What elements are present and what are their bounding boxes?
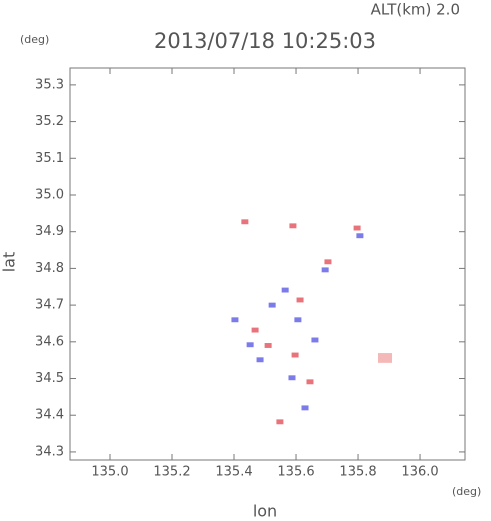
y-tick-label: 35.1 [35,151,64,166]
data-point [289,223,297,229]
x-tick-label: 135.0 [91,465,128,480]
data-point [281,287,289,293]
y-axis-label: lat [0,252,19,273]
y-tick-label: 35.3 [35,77,64,92]
data-point [296,297,304,303]
x-tick-label: 135.2 [153,465,190,480]
data-point [301,405,309,411]
data-point [321,267,329,273]
data-point [251,327,259,333]
subtitle: ALT(km) 2.0 [371,1,460,19]
data-point [276,419,284,425]
y-tick-label: 35.2 [35,114,64,129]
y-unit: (deg) [20,33,49,46]
data-point [231,317,239,323]
data-point [356,233,364,239]
x-tick-label: 135.8 [339,465,376,480]
data-point [291,352,299,358]
y-tick-label: 34.6 [35,334,64,349]
y-tick-label: 34.3 [35,444,64,459]
data-point [246,342,254,348]
y-tick-label: 34.9 [35,224,64,239]
chart-title: 2013/07/18 10:25:03 [154,29,376,53]
y-tick-label: 35.0 [35,187,64,202]
x-tick-label: 135.6 [277,465,314,480]
data-point [294,317,302,323]
data-point [264,343,272,348]
x-axis-label: lon [253,502,277,521]
data-point [241,219,249,225]
x-unit: (deg) [452,485,481,498]
y-tick-label: 34.4 [35,408,64,423]
data-point [256,357,264,363]
y-tick-label: 34.8 [35,261,64,276]
data-point [268,302,276,308]
data-point [353,225,361,231]
y-tick-label: 34.7 [35,298,64,313]
x-tick-label: 135.4 [215,465,252,480]
x-tick-label: 136.0 [401,465,438,480]
data-point [306,379,314,385]
data-point [378,353,393,363]
data-point [288,375,296,381]
y-tick-label: 34.5 [35,371,64,386]
plot-frame [69,67,466,461]
data-point [311,337,319,343]
data-point [324,259,332,265]
